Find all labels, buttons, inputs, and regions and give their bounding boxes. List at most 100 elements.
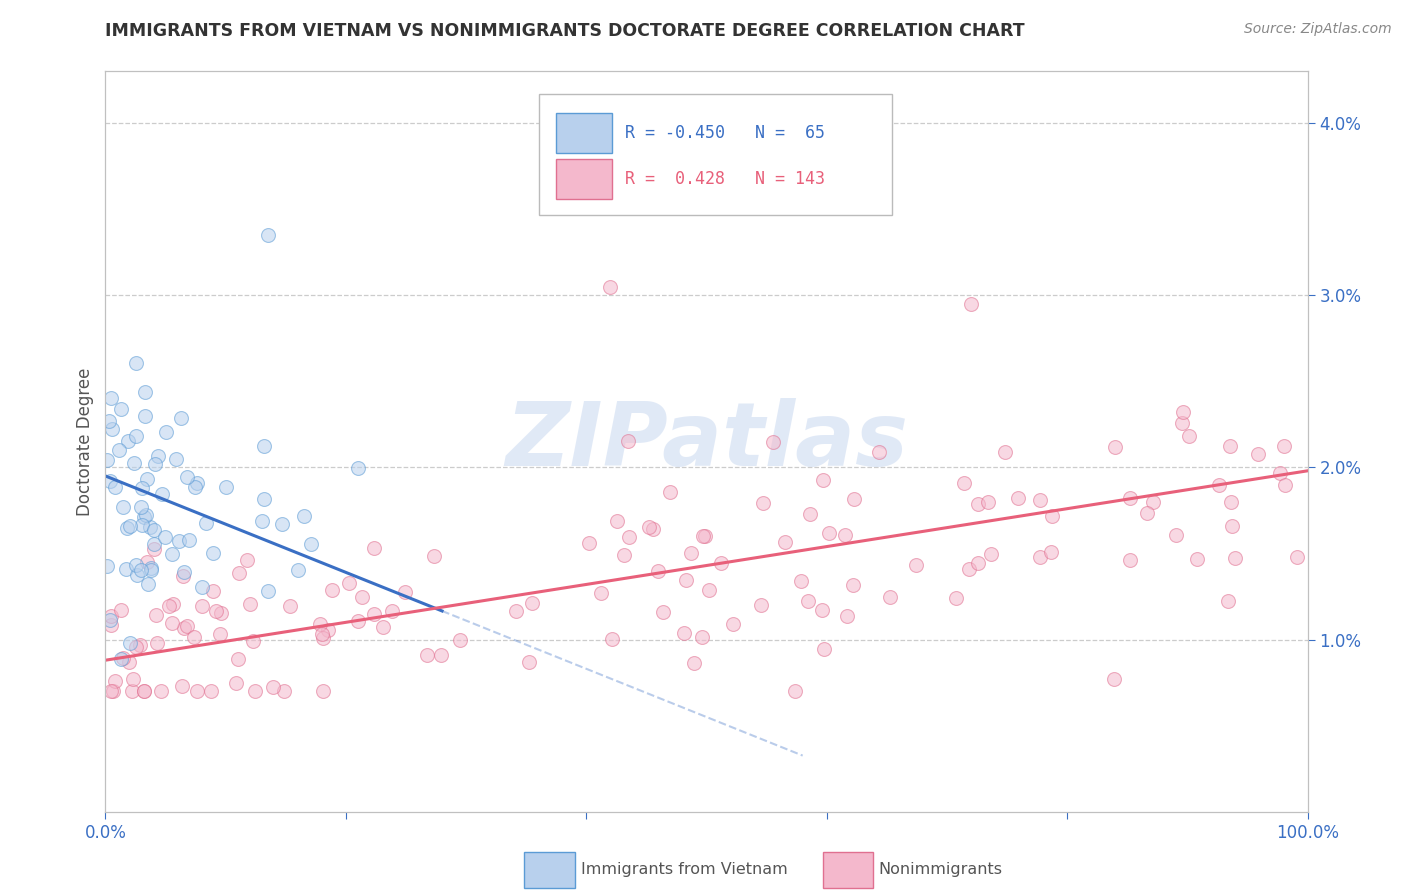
Point: [184, 480, 207, 494]
Point: [651, 605, 673, 619]
Point: [675, 573, 697, 587]
Text: Immigrants from Vietnam: Immigrants from Vietnam: [581, 863, 787, 877]
Point: [505, 604, 527, 618]
Point: [176, 619, 198, 633]
Point: [167, 534, 190, 549]
Point: [1171, 416, 1194, 430]
Point: [1119, 552, 1142, 566]
Point: [762, 434, 785, 449]
Point: [1039, 545, 1062, 559]
Point: [842, 578, 865, 592]
Point: [165, 451, 187, 466]
Point: [1272, 439, 1295, 453]
Point: [1164, 528, 1187, 542]
Point: [1104, 440, 1126, 454]
Point: [311, 627, 333, 641]
Point: [179, 533, 201, 547]
Point: [1029, 492, 1052, 507]
Point: [522, 596, 544, 610]
Point: [773, 535, 796, 549]
Point: [606, 514, 628, 528]
Point: [967, 556, 990, 570]
Point: [337, 576, 360, 591]
Point: [692, 529, 714, 543]
Point: [143, 537, 166, 551]
Point: [191, 580, 214, 594]
Point: [110, 603, 132, 617]
Point: [173, 565, 195, 579]
Point: [146, 636, 169, 650]
Point: [131, 481, 153, 495]
Point: [347, 614, 370, 628]
FancyBboxPatch shape: [557, 159, 612, 199]
Point: [253, 491, 276, 506]
Point: [138, 577, 160, 591]
Point: [1007, 491, 1029, 505]
Point: [256, 584, 278, 599]
Point: [797, 594, 820, 608]
Point: [129, 563, 152, 577]
Point: [243, 684, 266, 698]
Point: [141, 563, 163, 577]
Point: [723, 617, 745, 632]
Point: [122, 456, 145, 470]
Point: [429, 648, 451, 662]
Point: [115, 562, 138, 576]
Text: R = -0.450   N =  65: R = -0.450 N = 65: [624, 124, 825, 142]
Point: [100, 391, 122, 405]
Point: [132, 510, 155, 524]
Point: [117, 434, 139, 448]
Point: [115, 521, 138, 535]
Point: [129, 500, 152, 515]
Point: [589, 585, 612, 599]
Point: [112, 650, 135, 665]
Point: [994, 445, 1017, 459]
Point: [111, 500, 134, 515]
Point: [271, 516, 294, 531]
Point: [121, 684, 143, 698]
Point: [945, 591, 967, 606]
Point: [129, 638, 152, 652]
Point: [1285, 549, 1308, 564]
Point: [953, 476, 976, 491]
Point: [879, 590, 901, 604]
Point: [96, 558, 118, 573]
Point: [98, 613, 121, 627]
Point: [127, 568, 149, 582]
Point: [641, 522, 664, 536]
Point: [600, 632, 623, 647]
Point: [783, 684, 806, 698]
Point: [980, 547, 1002, 561]
Point: [1220, 518, 1243, 533]
Point: [966, 497, 988, 511]
Point: [160, 547, 183, 561]
Point: [316, 624, 339, 638]
Point: [143, 457, 166, 471]
Point: [1220, 495, 1243, 509]
Point: [202, 583, 225, 598]
Point: [517, 655, 540, 669]
Point: [239, 597, 262, 611]
Point: [98, 414, 121, 428]
Point: [150, 684, 173, 698]
Point: [619, 530, 641, 544]
Point: [960, 297, 983, 311]
Point: [262, 680, 284, 694]
Point: [312, 684, 335, 698]
Point: [104, 480, 127, 494]
Point: [599, 279, 621, 293]
Point: [957, 562, 980, 576]
Point: [321, 582, 343, 597]
Point: [250, 514, 273, 528]
Point: [110, 651, 132, 665]
Point: [142, 541, 165, 556]
Point: [101, 422, 124, 436]
Point: [312, 632, 335, 646]
Point: [811, 603, 834, 617]
Point: [209, 607, 232, 621]
Point: [1268, 466, 1291, 480]
Point: [1247, 447, 1270, 461]
Point: [125, 558, 148, 573]
Point: [683, 657, 706, 671]
Point: [394, 584, 416, 599]
